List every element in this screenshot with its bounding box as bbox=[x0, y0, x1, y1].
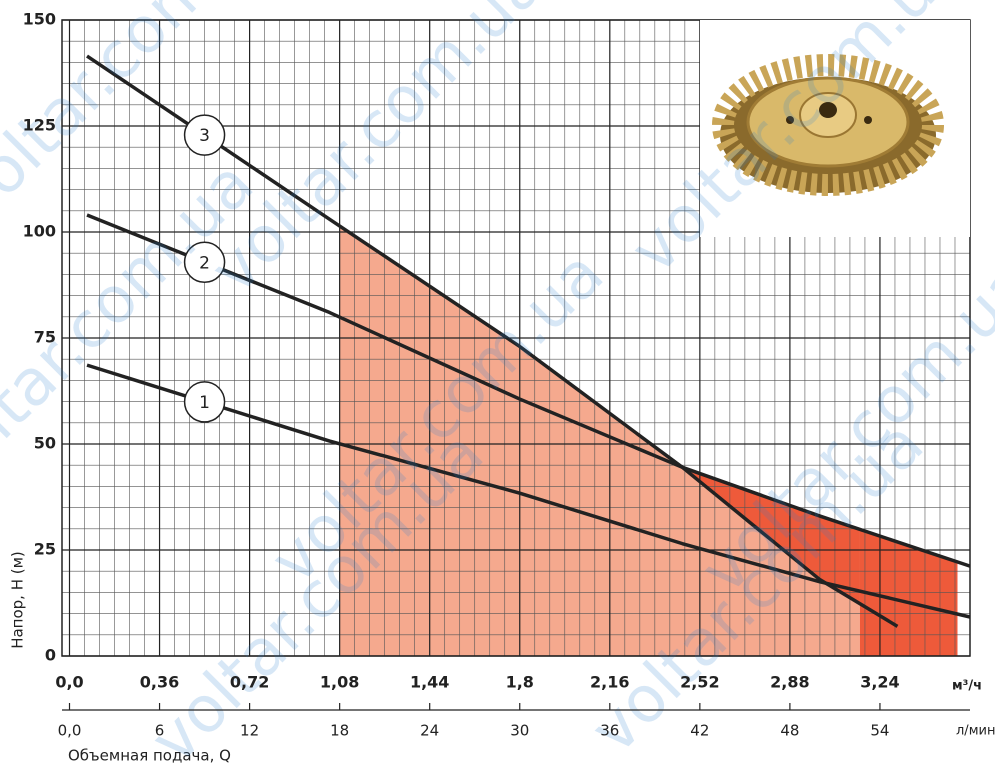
x2-tick-label: 30 bbox=[510, 722, 529, 740]
y-tick-label: 0 bbox=[45, 646, 56, 665]
x2-tick-label: 12 bbox=[240, 722, 259, 740]
x-tick-label: 0,0 bbox=[55, 673, 83, 692]
x2-tick-label: 18 bbox=[330, 722, 349, 740]
x2-tick-label: 54 bbox=[870, 722, 889, 740]
y-tick-label: 150 bbox=[23, 10, 56, 29]
impeller-hole bbox=[864, 116, 872, 124]
x-tick-label: 2,52 bbox=[680, 673, 719, 692]
x2-tick-label: 24 bbox=[420, 722, 439, 740]
x2-tick-label: 36 bbox=[600, 722, 619, 740]
x-tick-label: 1,8 bbox=[506, 673, 534, 692]
x2-tick-label: 6 bbox=[155, 722, 165, 740]
x-tick-label: 1,08 bbox=[320, 673, 359, 692]
x2-tick-label: 48 bbox=[780, 722, 799, 740]
x-tick-label: 1,44 bbox=[410, 673, 449, 692]
page: 123 Напор, H (м) Объемная подача, Q м³/ч… bbox=[0, 0, 995, 771]
x2-tick-label: 42 bbox=[690, 722, 709, 740]
x-tick-label: 0,72 bbox=[230, 673, 269, 692]
x2-tick-label: 0,0 bbox=[58, 722, 82, 740]
x-tick-label: 2,88 bbox=[770, 673, 809, 692]
y-tick-label: 125 bbox=[23, 116, 56, 135]
curve-label: 1 bbox=[199, 393, 210, 413]
y-tick-label: 100 bbox=[23, 222, 56, 241]
operating-area bbox=[860, 529, 958, 656]
x-tick-label: 2,16 bbox=[590, 673, 629, 692]
curve-label: 3 bbox=[199, 126, 210, 146]
y-tick-label: 75 bbox=[34, 328, 56, 347]
y-tick-label: 50 bbox=[34, 434, 56, 453]
x2-unit: л/мин bbox=[956, 724, 995, 739]
x-tick-label: 3,24 bbox=[860, 673, 899, 692]
chart: 123 Напор, H (м) Объемная подача, Q м³/ч… bbox=[0, 0, 995, 771]
y-axis-label: Напор, H (м) bbox=[9, 551, 27, 649]
x-unit: м³/ч bbox=[952, 679, 982, 694]
y-tick-label: 25 bbox=[34, 540, 56, 559]
x-tick-label: 0,36 bbox=[140, 673, 179, 692]
